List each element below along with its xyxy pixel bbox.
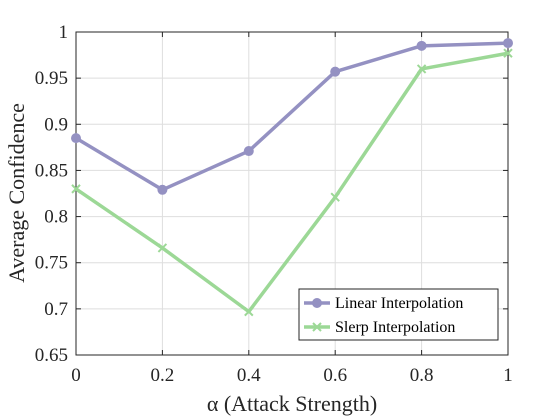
x-tick-label: 0.6 xyxy=(323,365,347,386)
data-point-slerp-interpolation xyxy=(330,192,340,202)
data-point-slerp-interpolation xyxy=(244,306,254,317)
y-tick-label: 0.8 xyxy=(44,207,68,228)
data-point-linear-interpolation xyxy=(330,66,341,77)
data-point-linear-interpolation xyxy=(503,38,513,49)
x-tick-label: 0.4 xyxy=(237,365,261,386)
y-tick-label: 0.9 xyxy=(44,114,68,135)
legend: Linear Interpolation Slerp Interpolation xyxy=(298,288,499,341)
x-tick-label: 0.8 xyxy=(410,365,434,386)
data-point-linear-interpolation xyxy=(243,146,254,157)
data-point-linear-interpolation xyxy=(71,133,81,144)
data-point-slerp-interpolation xyxy=(71,184,81,194)
x-tick-label: 0.2 xyxy=(151,365,175,386)
y-tick-label: 1 xyxy=(59,22,69,43)
y-tick-label: 0.7 xyxy=(44,299,68,320)
series-line-slerp-interpolation xyxy=(75,51,509,314)
y-axis-ticks: 0.65 0.7 0.75 0.8 0.85 0.9 0.95 1 xyxy=(35,22,508,366)
legend-label-linear-interpolation: Linear Interpolation xyxy=(335,295,463,312)
x-axis-label: α (Attack Strength) xyxy=(207,391,377,416)
x-tick-label: 1 xyxy=(503,365,513,386)
axes-frame xyxy=(75,31,509,356)
y-tick-label: 0.95 xyxy=(35,68,68,89)
series-line-linear-interpolation xyxy=(75,41,509,192)
y-tick-label: 0.75 xyxy=(35,253,68,274)
y-tick-label: 0.65 xyxy=(35,345,68,366)
legend-box xyxy=(298,288,499,341)
x-tick-label: 0 xyxy=(71,365,81,386)
data-point-slerp-interpolation xyxy=(157,243,168,253)
legend-label-slerp-interpolation: Slerp Interpolation xyxy=(335,319,455,336)
data-point-slerp-interpolation xyxy=(416,64,427,74)
y-tick-label: 0.85 xyxy=(35,160,68,181)
data-point-linear-interpolation xyxy=(416,40,427,51)
legend-marker-slerp-interpolation xyxy=(312,322,322,332)
data-point-slerp-interpolation xyxy=(503,48,513,58)
y-axis-label: Average Confidence xyxy=(4,103,29,283)
data-point-linear-interpolation xyxy=(157,184,168,195)
series-group xyxy=(71,38,513,317)
x-axis-ticks: 0 0.2 0.4 0.6 0.8 1 xyxy=(71,32,513,386)
legend-marker-linear-interpolation xyxy=(312,298,322,308)
